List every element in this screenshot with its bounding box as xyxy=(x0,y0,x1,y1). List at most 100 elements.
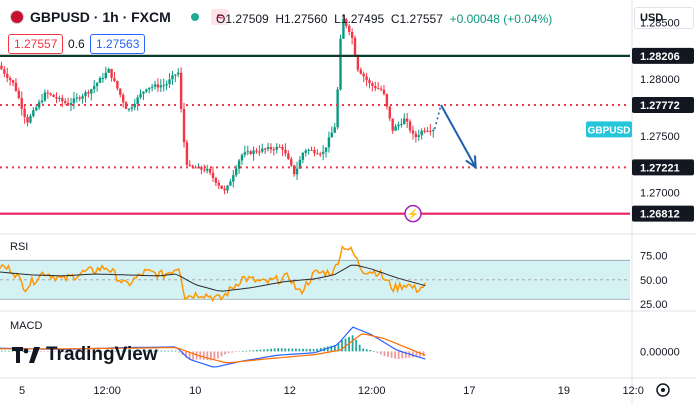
candle-body xyxy=(69,103,73,106)
candle-body xyxy=(90,89,93,94)
candle-body xyxy=(420,130,423,136)
macd-histogram-bar xyxy=(245,350,248,352)
macd-histogram-bar xyxy=(57,351,60,353)
candle-body xyxy=(130,107,134,109)
rsi-title: RSI xyxy=(10,241,28,253)
macd-histogram-bar xyxy=(174,350,177,352)
gbp-flag-icon xyxy=(10,10,24,24)
forecast-connector xyxy=(433,104,442,130)
macd-histogram-bar xyxy=(11,350,14,352)
macd-histogram-bar xyxy=(195,351,198,360)
forecast-arrowhead xyxy=(465,155,477,170)
candle-body xyxy=(87,92,90,94)
candle-body xyxy=(400,124,403,126)
candle-body xyxy=(46,92,50,94)
macd-histogram-bar xyxy=(326,346,329,352)
macd-histogram-bar xyxy=(213,351,216,361)
candle-body xyxy=(304,150,307,153)
symbol-title[interactable]: GBPUSD · 1h · FXCM ≈ xyxy=(10,9,229,25)
candle-body xyxy=(307,149,310,151)
candle-body xyxy=(281,146,284,150)
data-feed-icon[interactable]: ≈ xyxy=(210,9,229,25)
price-tick-label: 1.27500 xyxy=(640,131,680,143)
change-value: +0.00048 (+0.04%) xyxy=(449,12,553,26)
candle-body xyxy=(379,88,383,90)
macd-histogram-bar xyxy=(415,351,418,357)
candle-body xyxy=(29,116,32,123)
candle-body xyxy=(243,152,247,155)
candle-body xyxy=(92,86,96,90)
close-value: C1.27557 xyxy=(390,12,443,26)
time-tick-label: 12:00 xyxy=(358,385,386,397)
macd-histogram-bar xyxy=(64,351,67,353)
macd-histogram-bar xyxy=(266,349,269,352)
macd-histogram-bar xyxy=(362,348,365,352)
candle-body xyxy=(301,152,305,160)
candle-body xyxy=(156,84,160,88)
macd-histogram-bar xyxy=(202,351,205,360)
candle-body xyxy=(388,106,391,119)
sell-button[interactable]: 1.27557 xyxy=(8,34,64,54)
macd-histogram-bar xyxy=(139,350,141,352)
ohlc-readout: O1.27509 H1.27560 L1.27495 C1.27557 +0.0… xyxy=(216,12,552,26)
candle-body xyxy=(101,77,105,79)
candle-body xyxy=(324,147,328,152)
candle-body xyxy=(350,31,354,38)
candle-body xyxy=(385,94,389,107)
macd-histogram-bar xyxy=(291,348,294,352)
macd-histogram-bar xyxy=(295,348,297,352)
tradingview-logo: TradingView xyxy=(12,344,158,366)
candle-body xyxy=(35,107,38,111)
candle-body xyxy=(64,101,67,103)
macd-histogram-bar xyxy=(117,350,120,352)
currency-selector[interactable] xyxy=(634,7,694,29)
macd-histogram-bar xyxy=(121,350,124,352)
macd-histogram-bar xyxy=(206,351,209,360)
candle-body xyxy=(237,160,241,169)
candle-body xyxy=(397,124,400,127)
candle-body xyxy=(362,73,365,77)
macd-histogram-bar xyxy=(256,349,258,352)
symbol-price-tag-label: GBPUSD xyxy=(588,125,631,136)
symbol-price-tag xyxy=(586,121,632,138)
candle-body xyxy=(75,97,78,99)
candle-body xyxy=(206,168,209,171)
candle-body xyxy=(136,97,139,105)
candle-body xyxy=(40,100,44,103)
macd-histogram-bar xyxy=(365,349,368,352)
candle-body xyxy=(316,153,319,155)
macd-histogram-bar xyxy=(394,351,397,359)
candle-body xyxy=(8,78,12,81)
candle-body xyxy=(78,97,81,99)
candle-body xyxy=(374,85,377,89)
level-price-tag xyxy=(632,159,694,176)
macd-histogram-bar xyxy=(142,350,145,352)
candle-body xyxy=(177,72,180,75)
buy-button[interactable]: 1.27563 xyxy=(90,34,146,54)
candle-body xyxy=(214,177,218,183)
candle-body xyxy=(6,73,9,79)
candle-body xyxy=(333,127,336,133)
alert-icon xyxy=(404,204,422,223)
macd-histogram-bar xyxy=(167,350,170,352)
settings-gear-icon-hub xyxy=(661,388,665,392)
candle-body xyxy=(211,172,215,178)
candle-body xyxy=(359,69,363,74)
candle-body xyxy=(121,94,125,103)
macd-histogram-bar xyxy=(231,351,234,353)
macd-histogram-bar xyxy=(224,351,226,355)
level-price-tag xyxy=(632,205,694,222)
macd-histogram-bar xyxy=(50,351,53,352)
candle-body xyxy=(348,25,351,32)
candle-body xyxy=(232,175,235,182)
macd-tick-label: 0.00000 xyxy=(640,346,680,358)
candle-body xyxy=(37,102,41,108)
candle-body xyxy=(119,88,122,95)
macd-histogram-bar xyxy=(131,350,134,352)
macd-histogram-bar xyxy=(103,351,106,352)
candle-body xyxy=(139,93,142,98)
macd-histogram-bar xyxy=(114,350,117,352)
candle-body xyxy=(336,89,339,128)
macd-histogram-bar xyxy=(78,351,81,352)
